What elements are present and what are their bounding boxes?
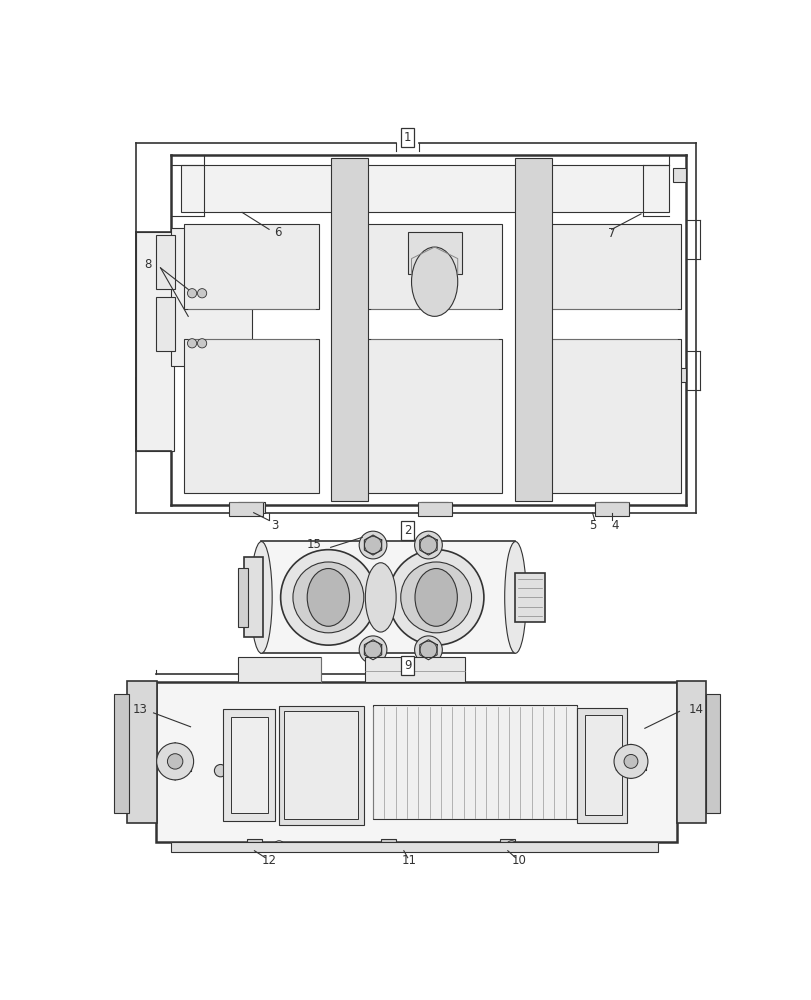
Text: 6: 6: [273, 226, 281, 239]
Bar: [672, 168, 684, 182]
Bar: [515, 573, 544, 622]
Bar: [584, 715, 621, 815]
Ellipse shape: [307, 569, 349, 626]
Bar: [230, 717, 267, 813]
Text: 3: 3: [271, 519, 278, 532]
Text: 14: 14: [688, 703, 703, 716]
Bar: [515, 158, 551, 501]
Ellipse shape: [365, 563, 396, 632]
Bar: [546, 339, 680, 493]
Circle shape: [613, 744, 647, 778]
Bar: [284, 711, 358, 819]
Bar: [676, 681, 706, 823]
Bar: [135, 232, 174, 451]
Circle shape: [419, 641, 436, 658]
Circle shape: [293, 562, 363, 633]
Text: 7: 7: [607, 227, 615, 240]
Circle shape: [624, 754, 637, 768]
Bar: [156, 235, 175, 289]
Bar: [420, 502, 447, 513]
Bar: [330, 158, 367, 501]
Circle shape: [273, 841, 284, 852]
Bar: [261, 541, 515, 653]
Ellipse shape: [411, 247, 457, 316]
Circle shape: [157, 743, 193, 780]
Circle shape: [388, 550, 483, 645]
Bar: [417, 502, 451, 516]
Circle shape: [187, 339, 196, 348]
Bar: [577, 708, 626, 823]
Bar: [244, 557, 263, 637]
Text: 11: 11: [401, 854, 416, 867]
Bar: [279, 706, 363, 825]
Circle shape: [414, 636, 442, 664]
Bar: [238, 568, 247, 627]
Circle shape: [214, 764, 226, 777]
Text: 9: 9: [403, 659, 411, 672]
Circle shape: [505, 841, 517, 852]
Bar: [184, 224, 319, 309]
Bar: [156, 682, 676, 842]
Bar: [407, 232, 461, 274]
Circle shape: [364, 537, 381, 554]
Circle shape: [358, 531, 386, 559]
Bar: [114, 694, 129, 813]
Bar: [367, 339, 501, 493]
Ellipse shape: [504, 542, 526, 653]
Circle shape: [238, 765, 250, 776]
Circle shape: [187, 289, 196, 298]
Bar: [127, 681, 157, 823]
Bar: [380, 839, 396, 850]
Circle shape: [167, 754, 182, 769]
Text: 15: 15: [307, 538, 321, 551]
Text: 5: 5: [588, 519, 595, 532]
Circle shape: [358, 636, 386, 664]
Bar: [672, 368, 684, 382]
Bar: [372, 705, 577, 819]
Bar: [546, 224, 680, 309]
Text: 10: 10: [511, 854, 526, 867]
Text: 13: 13: [132, 703, 148, 716]
Text: 8: 8: [144, 258, 151, 271]
Circle shape: [364, 641, 381, 658]
Ellipse shape: [414, 569, 457, 626]
Bar: [180, 165, 668, 212]
Circle shape: [197, 339, 207, 348]
Bar: [171, 842, 657, 852]
Circle shape: [197, 289, 207, 298]
Bar: [229, 502, 263, 516]
Ellipse shape: [251, 542, 272, 653]
Bar: [238, 657, 321, 682]
Bar: [599, 502, 626, 513]
Bar: [184, 339, 319, 493]
Circle shape: [414, 531, 442, 559]
Bar: [222, 709, 275, 821]
Text: 12: 12: [261, 854, 277, 867]
Bar: [171, 228, 252, 366]
Bar: [367, 224, 501, 309]
Bar: [156, 297, 175, 351]
Circle shape: [281, 550, 375, 645]
Text: 2: 2: [403, 524, 411, 537]
Text: 1: 1: [403, 131, 411, 144]
Bar: [500, 839, 515, 850]
Bar: [594, 502, 628, 516]
Circle shape: [419, 537, 436, 554]
Bar: [365, 657, 465, 682]
Circle shape: [401, 562, 471, 633]
Text: 4: 4: [611, 519, 619, 532]
Bar: [238, 502, 265, 513]
Bar: [247, 839, 262, 850]
Bar: [706, 694, 719, 813]
